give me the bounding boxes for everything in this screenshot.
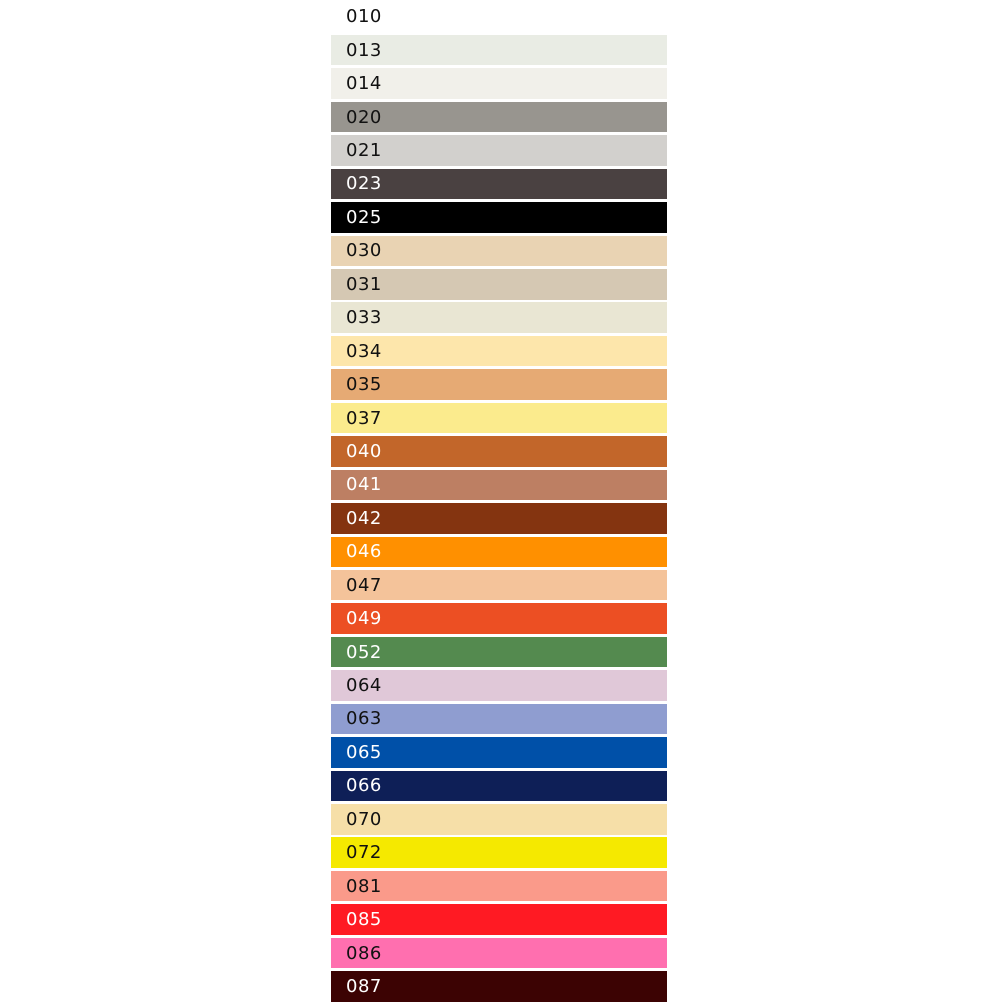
- swatch-code-label: 013: [346, 39, 382, 61]
- swatch-code-label: 081: [346, 875, 382, 897]
- color-swatch-010: 010: [331, 1, 667, 32]
- swatch-code-label: 066: [346, 775, 382, 797]
- color-swatch-031: 031: [331, 269, 667, 300]
- color-swatch-063: 063: [331, 703, 667, 735]
- swatch-code-label: 086: [346, 942, 382, 964]
- color-swatch-013: 013: [331, 34, 667, 66]
- swatch-code-label: 030: [346, 240, 382, 262]
- swatch-code-label: 047: [346, 574, 382, 596]
- color-swatch-072: 072: [331, 837, 667, 868]
- color-swatch-023: 023: [331, 168, 667, 200]
- swatch-code-label: 046: [346, 541, 382, 563]
- swatch-code-label: 023: [346, 173, 382, 195]
- swatch-code-label: 035: [346, 374, 382, 396]
- swatch-code-label: 040: [346, 440, 382, 462]
- color-swatch-085: 085: [331, 904, 667, 935]
- swatch-code-label: 020: [346, 106, 382, 128]
- color-swatch-086: 086: [331, 937, 667, 969]
- color-swatch-020: 020: [331, 101, 667, 133]
- color-swatch-034: 034: [331, 335, 667, 367]
- color-swatch-033: 033: [331, 302, 667, 333]
- swatch-code-label: 087: [346, 975, 382, 997]
- swatch-code-label: 025: [346, 206, 382, 228]
- color-swatch-035: 035: [331, 369, 667, 400]
- color-swatch-065: 065: [331, 737, 667, 768]
- color-swatch-087: 087: [331, 971, 667, 1002]
- color-swatch-049: 049: [331, 603, 667, 634]
- color-swatch-042: 042: [331, 503, 667, 534]
- swatch-code-label: 010: [346, 6, 382, 28]
- swatch-code-label: 042: [346, 507, 382, 529]
- color-swatch-064: 064: [331, 670, 667, 701]
- color-swatch-041: 041: [331, 469, 667, 501]
- swatch-code-label: 085: [346, 909, 382, 931]
- color-swatch-025: 025: [331, 202, 667, 233]
- swatch-code-label: 052: [346, 641, 382, 663]
- color-swatch-040: 040: [331, 436, 667, 467]
- color-swatch-052: 052: [331, 636, 667, 668]
- color-swatch-030: 030: [331, 235, 667, 267]
- swatch-code-label: 014: [346, 73, 382, 95]
- swatch-code-label: 031: [346, 273, 382, 295]
- swatch-code-label: 064: [346, 675, 382, 696]
- color-swatch-021: 021: [331, 135, 667, 166]
- swatch-code-label: 034: [346, 340, 382, 362]
- color-swatch-037: 037: [331, 402, 667, 434]
- swatch-code-label: 063: [346, 708, 382, 730]
- swatch-code-label: 037: [346, 407, 382, 429]
- color-swatch-047: 047: [331, 569, 667, 601]
- color-swatch-070: 070: [331, 804, 667, 835]
- color-swatch-046: 046: [331, 536, 667, 567]
- swatch-code-label: 070: [346, 808, 382, 830]
- color-swatch-081: 081: [331, 870, 667, 902]
- swatch-code-label: 065: [346, 741, 382, 763]
- color-swatch-list: 010 013 014 020 021 023 025 030 031 033 034 035 037 0…: [331, 1, 667, 1005]
- swatch-code-label: 049: [346, 608, 382, 630]
- color-swatch-014: 014: [331, 68, 667, 99]
- swatch-code-label: 041: [346, 474, 382, 496]
- swatch-code-label: 072: [346, 842, 382, 864]
- swatch-code-label: 033: [346, 307, 382, 329]
- color-swatch-066: 066: [331, 770, 667, 802]
- swatch-code-label: 021: [346, 140, 382, 161]
